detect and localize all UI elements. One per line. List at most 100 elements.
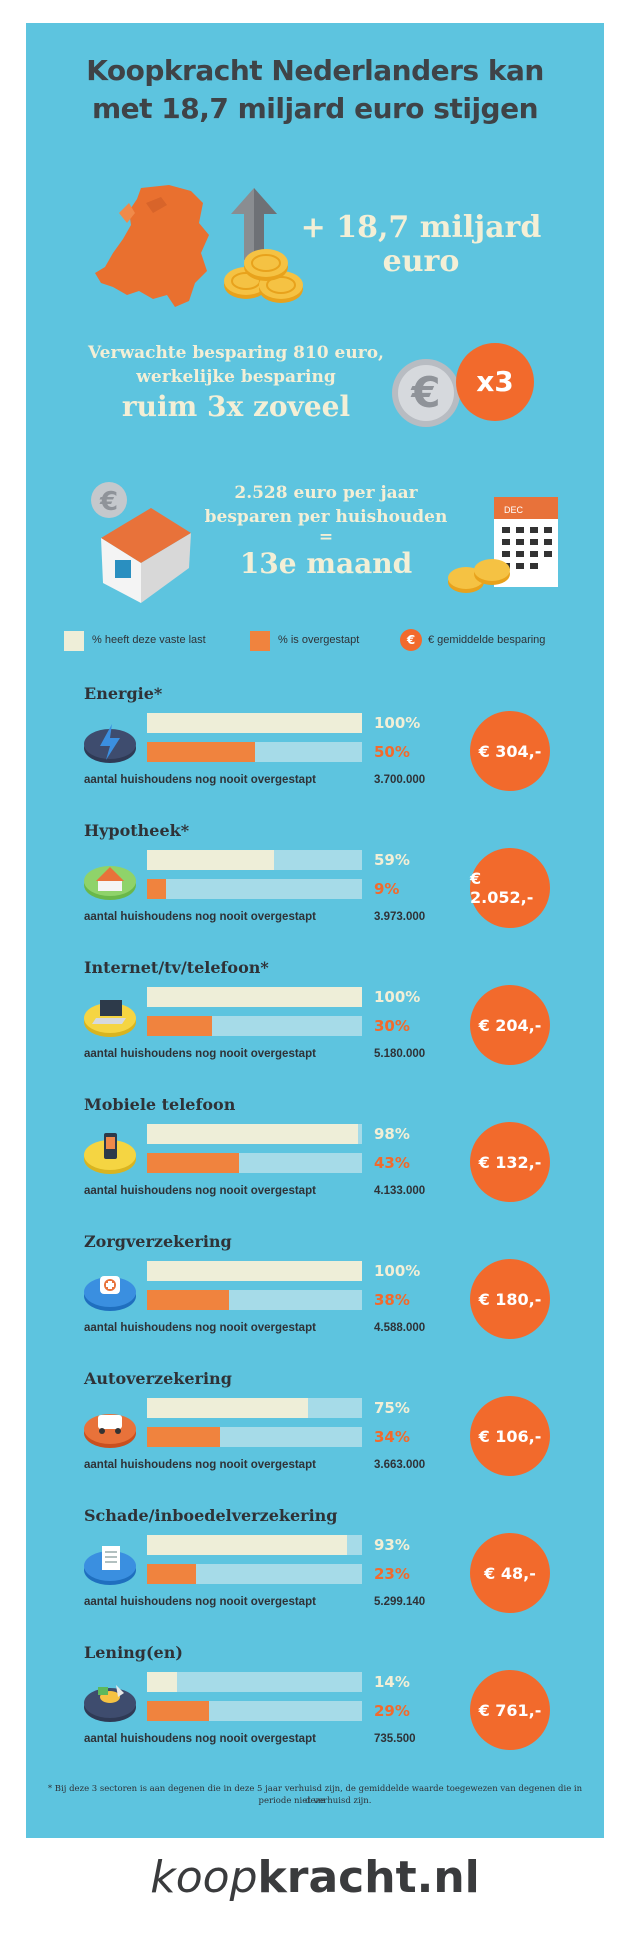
average-saving-badge: € 106,- — [470, 1396, 550, 1476]
netherlands-map-icon — [95, 185, 209, 307]
loan-icon — [84, 1685, 136, 1722]
average-saving-badge: € 204,- — [470, 985, 550, 1065]
has-cost-bar-fill — [147, 987, 362, 1007]
month-equals: = — [318, 527, 334, 547]
sector-title: Internet/tv/telefoon* — [84, 958, 269, 977]
has-cost-bar — [147, 1535, 362, 1555]
switched-bar-fill — [147, 1564, 197, 1584]
sector-row: Schade/inboedelverzekering 93% 23% aanta… — [26, 1506, 604, 1642]
up-arrow-icon — [231, 188, 277, 260]
has-cost-percent: 98% — [374, 1125, 410, 1143]
sector-row: Hypotheek* 59% 9% aantal huishoudens nog… — [26, 821, 604, 957]
never-switched-count: 3.973.000 — [374, 911, 426, 923]
average-saving-badge: € 180,- — [470, 1259, 550, 1339]
has-cost-percent: 14% — [374, 1673, 410, 1691]
house-icon: € — [91, 482, 191, 603]
average-saving-badge: € 132,- — [470, 1122, 550, 1202]
switched-percent: 9% — [374, 880, 400, 898]
has-cost-percent: 100% — [374, 714, 421, 732]
never-switched-label: aantal huishoudens nog nooit overgestapt — [84, 1733, 316, 1745]
legend-has-cost: % heeft deze vaste last — [92, 634, 206, 646]
switched-percent: 50% — [374, 743, 410, 761]
switched-bar — [147, 1016, 362, 1036]
legend-swatch-switched — [250, 631, 270, 651]
switched-bar — [147, 1427, 362, 1447]
has-cost-bar — [147, 1124, 362, 1144]
switched-percent: 29% — [374, 1702, 410, 1720]
sector-row: Zorgverzekering 100% 38% aantal huishoud… — [26, 1232, 604, 1368]
switched-bar — [147, 742, 362, 762]
average-saving-badge: € 48,- — [470, 1533, 550, 1613]
laptop-icon — [84, 1000, 136, 1037]
sector-title: Schade/inboedelverzekering — [84, 1506, 338, 1525]
coins-icon — [224, 249, 303, 303]
has-cost-bar — [147, 850, 362, 870]
svg-text:DEC: DEC — [504, 505, 524, 515]
has-cost-bar-fill — [147, 1261, 362, 1281]
savings-actual: werkelijke besparing — [136, 367, 336, 387]
never-switched-label: aantal huishoudens nog nooit overgestapt — [84, 911, 316, 923]
switched-bar-fill — [147, 1153, 240, 1173]
x3-badge: x3 — [456, 343, 534, 421]
document-icon — [84, 1546, 136, 1585]
has-cost-bar-fill — [147, 1398, 309, 1418]
sector-title: Mobiele telefoon — [84, 1095, 236, 1114]
has-cost-percent: 59% — [374, 851, 410, 869]
has-cost-bar-fill — [147, 1124, 358, 1144]
has-cost-bar-fill — [147, 713, 362, 733]
month-per-household: besparen per huishouden — [204, 507, 448, 527]
savings-multiplier: ruim 3x zoveel — [121, 390, 351, 423]
has-cost-bar — [147, 1672, 362, 1692]
sector-row: Autoverzekering 75% 34% aantal huishoude… — [26, 1369, 604, 1505]
sector-title: Lening(en) — [84, 1643, 183, 1662]
has-cost-bar — [147, 987, 362, 1007]
switched-percent: 30% — [374, 1017, 410, 1035]
never-switched-label: aantal huishoudens nog nooit overgestapt — [84, 1048, 316, 1060]
has-cost-percent: 100% — [374, 988, 421, 1006]
switched-bar — [147, 1564, 362, 1584]
footnote-line-2: periode niet verhuisd zijn. — [258, 1796, 372, 1806]
sector-title: Zorgverzekering — [84, 1232, 232, 1251]
has-cost-bar-fill — [147, 1535, 347, 1555]
has-cost-bar — [147, 1261, 362, 1281]
switched-bar-fill — [147, 879, 167, 899]
average-saving-badge: € 304,- — [470, 711, 550, 791]
switched-percent: 38% — [374, 1291, 410, 1309]
never-switched-count: 5.299.140 — [374, 1596, 426, 1608]
has-cost-percent: 75% — [374, 1399, 410, 1417]
svg-text:€: € — [99, 487, 118, 517]
car-icon — [84, 1414, 136, 1448]
sector-row: Mobiele telefoon 98% 43% aantal huishoud… — [26, 1095, 604, 1231]
switched-bar-fill — [147, 1701, 210, 1721]
legend-avg-saving: € gemiddelde besparing — [428, 634, 546, 646]
house-small-icon — [84, 866, 136, 900]
never-switched-count: 3.663.000 — [374, 1459, 426, 1471]
never-switched-label: aantal huishoudens nog nooit overgestapt — [84, 1596, 316, 1608]
sector-title: Hypotheek* — [84, 821, 190, 840]
legend-swatch-has — [64, 631, 84, 651]
hero-unit: euro — [382, 244, 460, 279]
legend-euro-icon: € — [400, 629, 422, 651]
switched-bar — [147, 879, 362, 899]
savings-expected: Verwachte besparing 810 euro, — [88, 343, 384, 363]
legend-switched: % is overgestapt — [278, 634, 360, 646]
has-cost-bar-fill — [147, 1672, 178, 1692]
switched-bar — [147, 1153, 362, 1173]
switched-bar-fill — [147, 742, 255, 762]
switched-bar-fill — [147, 1290, 229, 1310]
never-switched-label: aantal huishoudens nog nooit overgestapt — [84, 1459, 316, 1471]
never-switched-label: aantal huishoudens nog nooit overgestapt — [84, 1185, 316, 1197]
title-line-2: met 18,7 miljard euro stijgen — [91, 92, 539, 125]
never-switched-count: 4.133.000 — [374, 1185, 426, 1197]
infographic-poster: Koopkracht Nederlanders kan met 18,7 mil… — [26, 23, 604, 1838]
never-switched-label: aantal huishoudens nog nooit overgestapt — [84, 1322, 316, 1334]
hero-amount: + 18,7 miljard — [300, 210, 542, 245]
month-thirteenth: 13e maand — [239, 547, 413, 580]
medical-icon — [84, 1276, 136, 1311]
sector-row: Lening(en) 14% 29% aantal huishoudens no… — [26, 1643, 604, 1779]
switched-bar — [147, 1290, 362, 1310]
month-per-year: 2.528 euro per jaar — [234, 483, 418, 503]
never-switched-count: 735.500 — [374, 1733, 416, 1745]
never-switched-count: 5.180.000 — [374, 1048, 426, 1060]
brand-logo: koopkracht.nl — [150, 1852, 480, 1903]
